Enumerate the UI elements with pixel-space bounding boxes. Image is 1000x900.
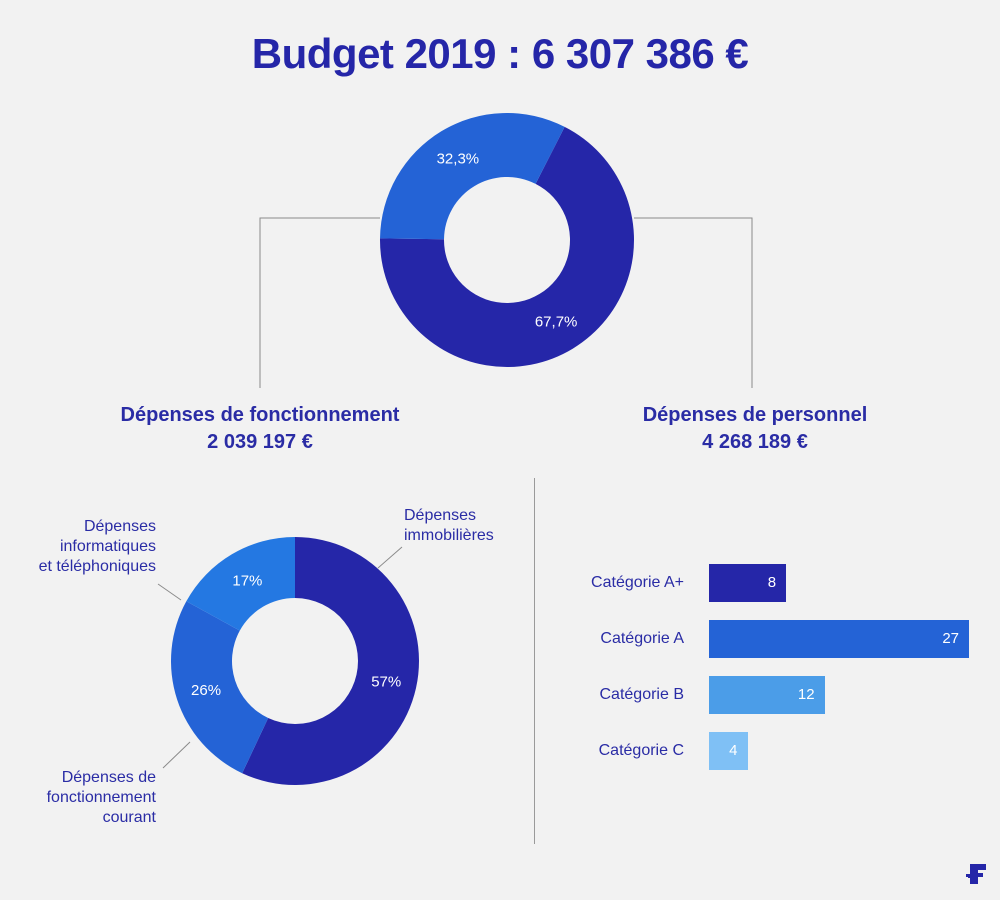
fonctionnement-slice-label-2: 17%: [232, 573, 262, 590]
bar: 4: [709, 732, 748, 770]
fonctionnement-slice-label-0: 57%: [371, 673, 401, 690]
fonctionnement-slice-label-1: 26%: [191, 682, 221, 699]
callout-informatiques-line-1: Dépenses: [83, 518, 156, 535]
label-personnel-amount: 4 268 189 €: [702, 431, 808, 453]
connector-line-fonctionnement: [259, 217, 380, 388]
callout-line-informatiques: [157, 583, 182, 601]
callout-courant-line-3: courant: [102, 809, 156, 826]
connector-line-personnel: [634, 217, 753, 388]
label-fonctionnement-name: Dépenses de fonctionnement: [120, 404, 400, 426]
callout-informatiques-line-3: et téléphoniques: [38, 558, 156, 575]
fonctionnement-slice-1: [171, 601, 269, 774]
page-title: Budget 2019 : 6 307 386 €: [251, 30, 749, 77]
budget-slice-0: [380, 126, 635, 368]
fonctionnement-slice-0: [242, 537, 419, 785]
callout-immobilieres: Dépenses immobilières: [404, 506, 494, 546]
bar: 12: [709, 676, 825, 714]
donut-chart-budget: 67,7% 32,3%: [380, 113, 635, 368]
callout-informatiques: Dépenses informatiques et téléphoniques: [0, 517, 156, 577]
bar-value-label: 8: [767, 574, 777, 591]
donut-chart-fonctionnement: 57% 26% 17%: [171, 537, 419, 785]
bar-category-label: Catégorie C: [598, 742, 684, 759]
bar-value-label: 27: [942, 630, 959, 647]
label-depenses-fonctionnement: Dépenses de fonctionnement 2 039 197 €: [90, 402, 430, 456]
label-fonctionnement-amount: 2 039 197 €: [207, 431, 313, 453]
budget-slice-1: [380, 113, 565, 240]
label-depenses-personnel: Dépenses de personnel 4 268 189 €: [585, 402, 925, 456]
callout-immobilieres-line-1: Dépenses: [404, 507, 477, 524]
bar: 27: [709, 620, 969, 658]
callout-line-courant: [162, 741, 191, 769]
budget-slice-label-1: 32,3%: [437, 151, 480, 168]
bar: 8: [709, 564, 787, 602]
callout-courant-line-1: Dépenses de: [61, 769, 156, 786]
callout-line-immobilieres: [377, 546, 403, 569]
callout-courant-line-2: fonctionnement: [46, 789, 156, 806]
label-personnel-name: Dépenses de personnel: [642, 404, 868, 426]
bar-value-label: 12: [797, 686, 815, 703]
brand-logo-icon: [966, 864, 986, 884]
bar-category-label: Catégorie A: [600, 630, 684, 647]
fonctionnement-slice-2: [186, 537, 295, 631]
callout-immobilieres-line-2: immobilières: [404, 527, 494, 544]
callout-informatiques-line-2: informatiques: [59, 538, 156, 555]
bar-category-label: Catégorie A+: [591, 574, 684, 591]
bar-value-label: 4: [729, 742, 738, 759]
bar-category-label: Catégorie B: [599, 686, 685, 703]
callout-courant: Dépenses de fonctionnement courant: [0, 768, 156, 828]
section-divider: [534, 478, 535, 844]
budget-slice-label-0: 67,7%: [535, 313, 578, 330]
